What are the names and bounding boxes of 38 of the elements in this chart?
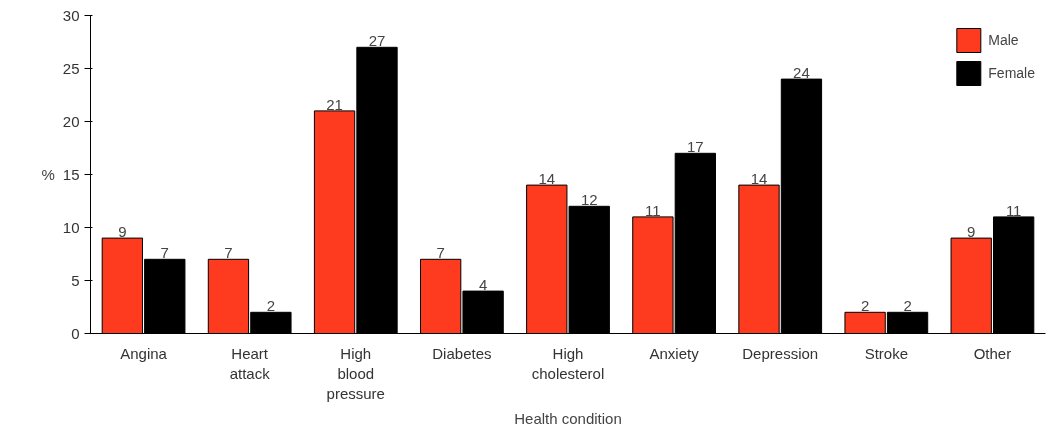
data-label: 2 [860,297,870,315]
data-label: 11 [645,201,661,219]
data-label: 7 [160,244,169,262]
data-label: 9 [118,223,127,241]
x-tick-label: Heart attack [229,344,271,382]
legend-label: Male [988,32,1019,48]
data-label: 7 [436,244,445,262]
x-tick-label: High blood pressure [326,344,385,403]
x-tick-label: Diabetes [432,344,492,362]
data-label: 24 [793,64,810,82]
x-axis-title: Health condition [514,410,622,428]
data-label: 11 [1005,201,1022,219]
data-label: 14 [538,170,556,188]
data-label: 21 [326,95,343,113]
data-label: 4 [478,276,488,294]
data-label: 9 [967,223,976,241]
data-label: 14 [750,170,768,188]
x-tick-label: Stroke [864,344,909,362]
x-tick-label: Depression [742,344,819,362]
y-tick-label: 10 [62,218,80,236]
y-tick-label: 20 [62,112,80,130]
y-tick-label: 30 [62,6,80,24]
x-tick-label: High cholesterol [531,344,605,382]
x-tick-label: Angina [120,344,168,362]
data-label: 17 [686,138,704,156]
data-label: 27 [368,32,386,50]
y-tick-label: 0 [71,324,80,342]
y-axis-title: % [41,166,55,183]
data-label: 7 [224,244,233,262]
data-label: 12 [580,191,598,209]
data-label: 2 [266,297,276,315]
data-label: 2 [903,297,912,315]
y-tick-label: 15 [62,165,80,183]
y-tick-label: 5 [71,271,80,289]
legend-label: Female [988,65,1035,81]
x-tick-label: Other [973,344,1012,362]
y-tick-label: 25 [62,59,80,77]
x-tick-label: Anxiety [649,344,700,362]
